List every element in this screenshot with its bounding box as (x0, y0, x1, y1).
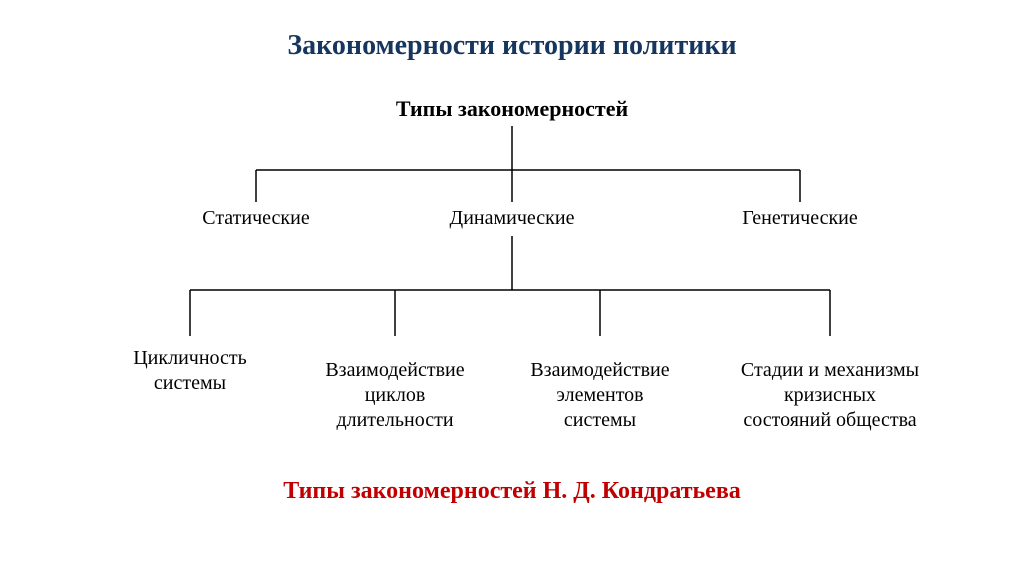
tree-node-root: Типы закономерностей (362, 95, 662, 123)
tree-node-dyn: Динамические (362, 206, 662, 231)
page-subtitle: Типы закономерностей Н. Д. Кондратьева (0, 478, 1024, 505)
tree-node-gen: Генетические (650, 206, 950, 231)
page-title: Закономерности истории политики (0, 30, 1024, 62)
tree-diagram: Типы закономерностей СтатическиеДинамичес… (0, 80, 1024, 460)
tree-node-stat: Статические (106, 206, 406, 231)
tree-node-l4: Стадии и механизмы кризисных состояний о… (680, 358, 980, 433)
page-title-text: Закономерности истории политики (287, 30, 736, 61)
page-subtitle-text: Типы закономерностей Н. Д. Кондратьева (283, 478, 741, 504)
